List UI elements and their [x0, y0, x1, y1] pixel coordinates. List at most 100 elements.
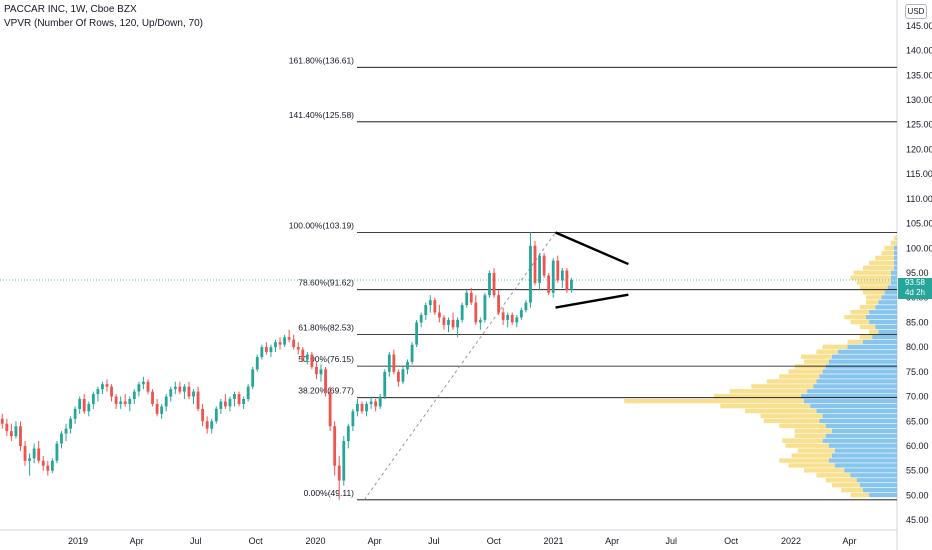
vp-row-down — [844, 314, 866, 320]
candle-body — [301, 349, 305, 360]
candle-body — [14, 426, 18, 437]
candle-body — [278, 342, 282, 345]
candle — [251, 366, 255, 390]
candle — [219, 399, 223, 414]
vp-row-up — [813, 384, 897, 389]
candle — [137, 381, 141, 397]
candle-body — [41, 460, 45, 466]
vp-row-down — [779, 374, 820, 379]
candle-body — [19, 426, 22, 446]
candle — [551, 258, 555, 298]
currency-button[interactable]: USD — [905, 4, 927, 19]
candle-body — [260, 347, 264, 357]
y-tick-label: 120.00 — [906, 144, 932, 154]
vp-row-down — [881, 250, 894, 256]
candle-body — [292, 339, 296, 348]
indicator-legend[interactable]: VPVR (Number Of Rows, 120, Up/Down, 70) — [4, 18, 203, 29]
candle-body — [428, 300, 432, 306]
candle-body — [469, 292, 473, 303]
x-tick-label: Apr — [130, 536, 144, 546]
candle — [105, 379, 109, 392]
vp-row-up — [884, 290, 897, 295]
vp-row-up — [838, 349, 897, 354]
vp-row-up — [835, 463, 897, 468]
candle — [87, 401, 91, 417]
candle — [223, 394, 227, 409]
candle-body — [87, 403, 91, 412]
vp-row-down — [624, 399, 804, 404]
candle-body — [515, 317, 519, 323]
candle-body — [160, 406, 164, 414]
candle — [50, 458, 54, 474]
candle — [255, 354, 259, 372]
candle — [324, 366, 327, 397]
fib-level-label: 161.80%(136.61) — [289, 55, 354, 65]
vp-row-down — [804, 359, 829, 364]
candle — [19, 421, 22, 451]
vp-row-up — [844, 468, 897, 473]
y-tick-label: 115.00 — [906, 169, 932, 179]
candle — [519, 307, 523, 320]
y-tick-label: 60.00 — [906, 441, 929, 451]
vp-row-down — [720, 403, 811, 409]
candle-body — [456, 319, 460, 328]
vp-row-down — [766, 379, 817, 384]
candle-body — [324, 369, 327, 392]
candle-body — [169, 389, 173, 397]
candle-body — [187, 386, 191, 397]
candle — [570, 277, 573, 293]
candle — [164, 394, 168, 412]
current-price-tag: 93.58 4d 2h — [898, 278, 932, 299]
vp-row-up — [887, 285, 897, 290]
candle-body — [137, 384, 141, 392]
vp-row-up — [893, 255, 897, 261]
candle-body — [378, 396, 382, 407]
vp-row-down — [853, 270, 891, 275]
vp-row-down — [794, 428, 832, 434]
candle-body — [392, 354, 396, 372]
candle — [41, 455, 45, 471]
candle-body — [69, 418, 72, 429]
candle-body — [474, 302, 478, 323]
candle — [210, 418, 214, 434]
candle-body — [105, 384, 109, 387]
candle-body — [0, 418, 4, 424]
candle — [101, 381, 104, 395]
candle-body — [542, 255, 546, 276]
vp-row-down — [850, 492, 870, 498]
vp-row-up — [831, 428, 897, 434]
candle-body — [37, 448, 41, 461]
candle-body — [64, 428, 68, 434]
vp-row-down — [714, 394, 801, 399]
candle-body — [406, 361, 409, 370]
candle — [478, 317, 482, 330]
candle-body — [529, 245, 532, 303]
candle — [233, 391, 236, 407]
candle — [78, 396, 82, 414]
candle — [360, 401, 364, 414]
candle-body — [360, 403, 364, 412]
candle — [488, 270, 491, 298]
vp-row-down — [862, 290, 885, 295]
vp-row-up — [866, 314, 897, 320]
candle — [305, 352, 309, 365]
candle — [383, 369, 387, 400]
candle-body — [55, 443, 59, 461]
candle — [155, 399, 159, 417]
candle — [410, 342, 414, 365]
candle — [64, 423, 68, 442]
vp-row-down — [791, 453, 832, 458]
vp-row-down — [779, 423, 826, 429]
candle — [301, 347, 305, 362]
candle-body — [510, 314, 514, 323]
candle — [460, 302, 464, 323]
candle-body — [356, 403, 359, 412]
candle — [242, 396, 246, 409]
vp-row-up — [822, 369, 897, 374]
vp-row-down — [788, 369, 823, 374]
candle-body — [296, 347, 300, 350]
candle-body — [501, 312, 505, 320]
x-tick-label: 2021 — [544, 536, 564, 546]
candle — [415, 319, 419, 348]
